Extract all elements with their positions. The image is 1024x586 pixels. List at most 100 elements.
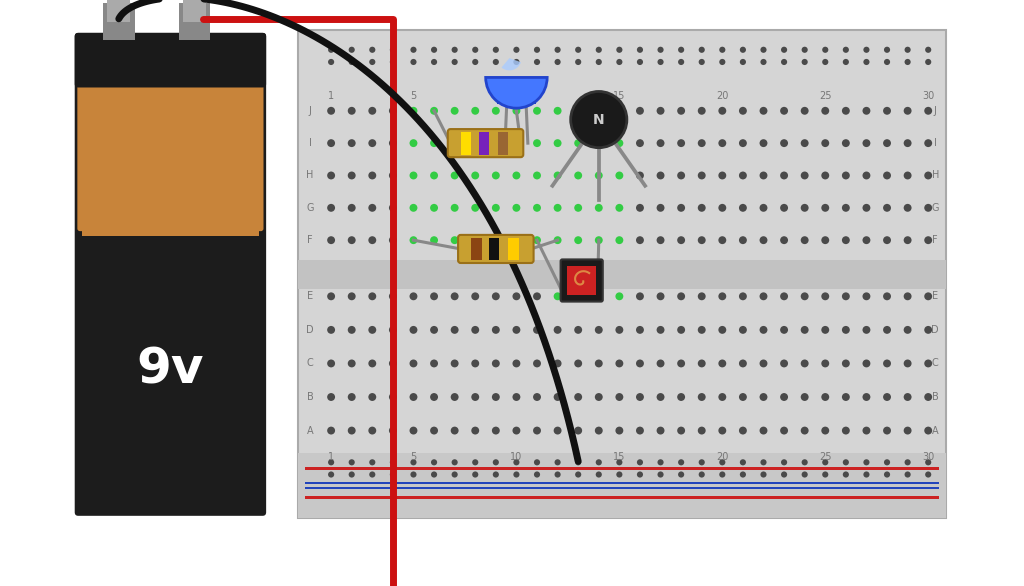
Circle shape <box>615 107 624 115</box>
Circle shape <box>883 107 891 115</box>
Circle shape <box>822 472 828 478</box>
Circle shape <box>410 236 418 244</box>
Circle shape <box>348 326 355 334</box>
Circle shape <box>636 326 644 334</box>
Circle shape <box>328 47 334 53</box>
Circle shape <box>781 59 787 65</box>
Circle shape <box>431 472 437 478</box>
Circle shape <box>389 292 397 300</box>
Circle shape <box>472 472 478 478</box>
Circle shape <box>493 472 499 478</box>
Circle shape <box>739 326 746 334</box>
Circle shape <box>554 172 561 179</box>
Circle shape <box>925 172 932 179</box>
Circle shape <box>842 292 850 300</box>
Circle shape <box>493 47 499 53</box>
Circle shape <box>761 472 767 478</box>
Circle shape <box>534 359 541 367</box>
Circle shape <box>554 393 561 401</box>
Circle shape <box>925 427 932 435</box>
Circle shape <box>637 59 643 65</box>
Circle shape <box>925 107 932 115</box>
Circle shape <box>348 393 355 401</box>
Circle shape <box>410 172 418 179</box>
Circle shape <box>512 393 520 401</box>
Circle shape <box>884 459 890 465</box>
Circle shape <box>574 359 582 367</box>
Circle shape <box>697 359 706 367</box>
Circle shape <box>512 236 520 244</box>
Circle shape <box>616 472 623 478</box>
Circle shape <box>761 459 767 465</box>
Circle shape <box>389 359 397 367</box>
Bar <box>305 496 939 499</box>
Text: H: H <box>306 171 313 180</box>
Circle shape <box>512 139 520 147</box>
Circle shape <box>574 292 582 300</box>
Circle shape <box>801 292 809 300</box>
Circle shape <box>657 59 664 65</box>
Circle shape <box>801 427 809 435</box>
Circle shape <box>574 204 582 212</box>
Circle shape <box>903 427 911 435</box>
Circle shape <box>534 236 541 244</box>
Circle shape <box>883 292 891 300</box>
Circle shape <box>327 139 335 147</box>
Circle shape <box>697 326 706 334</box>
Circle shape <box>595 236 603 244</box>
Circle shape <box>719 107 726 115</box>
Circle shape <box>574 172 582 179</box>
Circle shape <box>595 326 603 334</box>
Bar <box>78 36 262 84</box>
Circle shape <box>719 393 726 401</box>
Circle shape <box>842 359 850 367</box>
Circle shape <box>389 326 397 334</box>
Circle shape <box>636 107 644 115</box>
Circle shape <box>471 236 479 244</box>
Circle shape <box>698 472 705 478</box>
Text: B: B <box>306 392 313 402</box>
Circle shape <box>534 472 540 478</box>
Text: 5: 5 <box>411 91 417 101</box>
Circle shape <box>410 393 418 401</box>
Circle shape <box>781 459 787 465</box>
Circle shape <box>883 236 891 244</box>
Circle shape <box>843 47 849 53</box>
Circle shape <box>575 59 582 65</box>
Circle shape <box>760 172 767 179</box>
Circle shape <box>369 172 376 179</box>
Circle shape <box>739 472 745 478</box>
Circle shape <box>677 359 685 367</box>
Circle shape <box>348 204 355 212</box>
Circle shape <box>369 139 376 147</box>
Circle shape <box>554 204 561 212</box>
Circle shape <box>760 393 767 401</box>
Circle shape <box>719 427 726 435</box>
Circle shape <box>925 359 932 367</box>
Circle shape <box>451 204 459 212</box>
Circle shape <box>677 292 685 300</box>
Circle shape <box>471 359 479 367</box>
Circle shape <box>369 393 376 401</box>
Circle shape <box>863 459 869 465</box>
Text: 10: 10 <box>510 452 522 462</box>
Circle shape <box>637 459 643 465</box>
Circle shape <box>389 427 397 435</box>
Circle shape <box>451 393 459 401</box>
Circle shape <box>327 393 335 401</box>
Circle shape <box>760 236 767 244</box>
Circle shape <box>327 427 335 435</box>
Circle shape <box>739 139 746 147</box>
Bar <box>82 236 259 255</box>
Bar <box>305 467 939 470</box>
Circle shape <box>802 47 808 53</box>
Circle shape <box>451 139 459 147</box>
Circle shape <box>596 47 602 53</box>
Circle shape <box>370 59 376 65</box>
Bar <box>497 77 536 104</box>
Circle shape <box>574 326 582 334</box>
Circle shape <box>925 393 932 401</box>
Circle shape <box>492 326 500 334</box>
Circle shape <box>862 172 870 179</box>
Circle shape <box>348 47 354 53</box>
